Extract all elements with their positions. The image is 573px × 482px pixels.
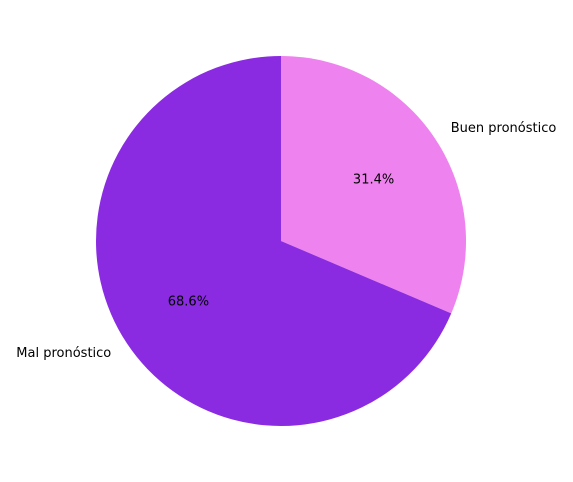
slice-label-mal-pronostico: Mal pronóstico xyxy=(16,346,111,361)
pie-slice-buen-pronostico xyxy=(281,56,466,314)
pie-slice-mal-pronostico xyxy=(96,55,452,426)
labels-layer: Buen pronóstico 31.4% Mal pronóstico 68.6% xyxy=(16,121,556,361)
slice-percent-mal-pronostico: 68.6% xyxy=(168,295,209,310)
slice-percent-buen-pronostico: 31.4% xyxy=(353,172,394,187)
slice-label-buen-pronostico: Buen pronóstico xyxy=(451,121,557,136)
slices-layer xyxy=(96,55,466,426)
